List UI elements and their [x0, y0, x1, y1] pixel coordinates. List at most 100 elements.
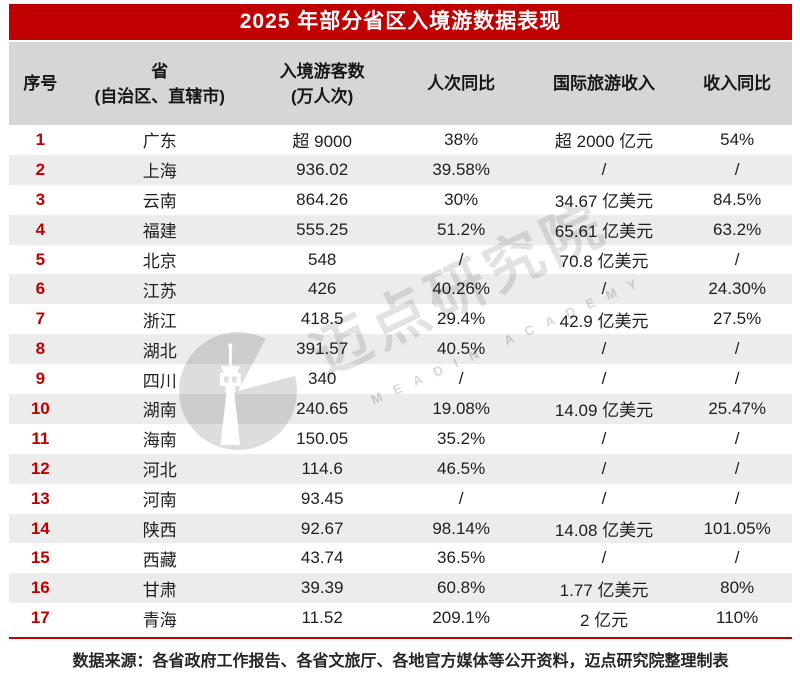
col-header-index: 序号: [23, 74, 58, 93]
col-header-visitor-count: 入境游客数 (万人次): [279, 61, 365, 106]
province-name: 西藏: [142, 550, 177, 570]
province-name: 四川: [142, 371, 177, 391]
table-row: 5 北京 548 / 70.8 亿美元 /: [9, 244, 792, 275]
revenue-yoy: /: [734, 369, 740, 389]
visitor-count: 43.74: [300, 548, 344, 568]
visitor-count: 340: [307, 369, 337, 389]
visitor-yoy: /: [458, 488, 464, 508]
province-name: 河北: [142, 461, 177, 481]
intl-revenue: /: [601, 369, 607, 389]
table-row: 10 湖南 240.65 19.08% 14.09 亿美元 25.47%: [9, 394, 792, 424]
intl-revenue: /: [601, 458, 607, 478]
row-index: 12: [30, 458, 50, 478]
province-name: 北京: [142, 252, 177, 271]
visitor-yoy: 98.14%: [432, 518, 490, 538]
table-row: 7 浙江 418.5 29.4% 42.9 亿美元 27.5%: [9, 304, 792, 335]
row-index: 11: [31, 428, 50, 448]
revenue-yoy: 27.5%: [713, 309, 762, 329]
visitor-yoy: 30%: [444, 189, 479, 209]
province-name: 河南: [142, 491, 177, 511]
table-row: 17 青海 11.52 209.1% 2 亿元 110%: [9, 603, 792, 634]
intl-revenue: /: [601, 428, 607, 448]
visitor-count: 936.02: [296, 159, 349, 179]
intl-revenue: /: [601, 279, 607, 299]
row-index: 14: [30, 518, 50, 538]
row-index: 7: [35, 309, 46, 329]
intl-revenue: 1.77 亿美元: [559, 580, 649, 600]
visitor-count: 555.25: [296, 219, 349, 239]
revenue-yoy: 101.05%: [703, 518, 771, 538]
revenue-yoy: 84.5%: [713, 189, 762, 209]
visitor-count: 418.5: [300, 309, 344, 329]
table-row: 4 福建 555.25 51.2% 65.61 亿美元 63.2%: [9, 214, 792, 245]
table-header: 序号 省 (自治区、直辖市) 入境游客数 (万人次) 人次同比 国际旅游收入 收…: [9, 42, 792, 125]
row-index: 6: [35, 279, 46, 299]
province-name: 浙江: [142, 311, 177, 331]
intl-revenue: 超 2000 亿元: [554, 132, 654, 152]
intl-revenue: /: [601, 548, 607, 568]
revenue-yoy: /: [734, 249, 740, 269]
row-index: 4: [35, 219, 46, 239]
province-name: 上海: [142, 162, 177, 182]
row-index: 13: [30, 488, 50, 508]
visitor-count: 11.52: [301, 608, 343, 628]
visitor-yoy: 38%: [444, 129, 479, 149]
visitor-count: 864.26: [296, 189, 349, 209]
visitor-yoy: 19.08%: [432, 398, 490, 418]
table-row: 6 江苏 426 40.26% / 24.30%: [9, 274, 792, 305]
intl-revenue: 14.09 亿美元: [554, 401, 654, 421]
col-header-intl-revenue: 国际旅游收入: [553, 74, 656, 93]
province-name: 江苏: [142, 281, 177, 301]
intl-revenue: /: [601, 339, 607, 359]
revenue-yoy: 110%: [716, 608, 759, 628]
row-index: 2: [35, 159, 46, 179]
intl-revenue: 14.08 亿美元: [554, 521, 654, 541]
visitor-yoy: 209.1%: [432, 608, 490, 628]
visitor-count: 391.57: [296, 339, 349, 359]
intl-revenue: 65.61 亿美元: [554, 222, 654, 242]
table-row: 8 湖北 391.57 40.5% / /: [9, 334, 792, 365]
province-name: 甘肃: [142, 580, 177, 600]
province-name: 福建: [142, 222, 177, 242]
visitor-yoy: 60.8%: [437, 578, 486, 598]
row-index: 1: [35, 129, 46, 149]
table-row: 3 云南 864.26 30% 34.67 亿美元 84.5%: [9, 184, 792, 215]
row-index: 10: [30, 398, 50, 418]
row-index: 16: [30, 578, 50, 598]
table-sheet: 2025 年部分省区入境游数据表现 序号 省 (自治区、直辖市) 入境游客数 (…: [9, 0, 792, 671]
visitor-count: 426: [307, 279, 337, 299]
visitor-yoy: 36.5%: [437, 548, 486, 568]
visitor-count: 150.05: [296, 428, 349, 448]
province-name: 陕西: [142, 521, 177, 541]
table-row: 12 河北 114.6 46.5% / /: [9, 453, 792, 484]
intl-revenue: 34.67 亿美元: [554, 192, 654, 212]
table-body: 1 广东 超 9000 38% 超 2000 亿元 54% 2 上海 936.0…: [9, 125, 792, 634]
row-index: 15: [30, 548, 50, 568]
intl-revenue: 70.8 亿美元: [559, 252, 649, 271]
revenue-yoy: /: [734, 159, 740, 179]
row-index: 5: [35, 249, 46, 269]
visitor-yoy: /: [458, 369, 464, 389]
visitor-count: 93.45: [300, 488, 344, 508]
intl-revenue: /: [601, 159, 607, 179]
revenue-yoy: 80%: [720, 578, 755, 598]
visitor-yoy: 51.2%: [437, 219, 486, 239]
province-name: 云南: [142, 192, 177, 212]
row-index: 17: [30, 608, 50, 628]
visitor-count: 114.6: [301, 458, 343, 478]
revenue-yoy: 54%: [720, 129, 755, 149]
revenue-yoy: 24.30%: [708, 279, 766, 299]
province-name: 湖北: [142, 341, 177, 361]
table-row: 9 四川 340 / / /: [9, 364, 792, 395]
table-row: 2 上海 936.02 39.58% / /: [9, 154, 792, 185]
table-row: 14 陕西 92.67 98.14% 14.08 亿美元 101.05%: [9, 513, 792, 544]
revenue-yoy: 25.47%: [708, 398, 766, 418]
table-row: 16 甘肃 39.39 60.8% 1.77 亿美元 80%: [9, 573, 792, 604]
visitor-yoy: /: [458, 249, 464, 269]
row-index: 3: [35, 189, 46, 209]
visitor-count: 92.67: [300, 518, 344, 538]
footer-divider: [9, 637, 792, 640]
revenue-yoy: /: [734, 488, 740, 508]
visitor-count: 39.39: [300, 578, 344, 598]
